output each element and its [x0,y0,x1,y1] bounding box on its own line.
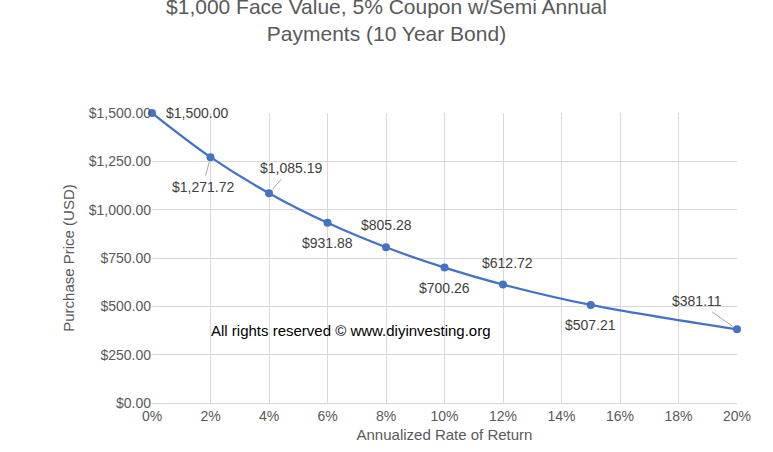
svg-text:18%: 18% [664,408,692,424]
svg-text:4%: 4% [259,408,279,424]
svg-text:$500.00: $500.00 [100,298,151,314]
svg-text:2%: 2% [200,408,220,424]
svg-text:$931.88: $931.88 [302,235,353,251]
svg-text:$805.28: $805.28 [361,217,412,233]
svg-text:$250.00: $250.00 [100,347,151,363]
svg-text:$1,000.00: $1,000.00 [89,202,151,218]
svg-text:8%: 8% [376,408,396,424]
svg-text:12%: 12% [489,408,517,424]
svg-text:14%: 14% [547,408,575,424]
svg-text:Annualized Rate of Return: Annualized Rate of Return [357,426,533,443]
svg-text:16%: 16% [606,408,634,424]
svg-text:$0.00: $0.00 [116,395,151,411]
svg-text:$1,085.19: $1,085.19 [260,160,322,176]
svg-text:20%: 20% [723,408,751,424]
svg-text:All rights reserved © www.diyi: All rights reserved © www.diyinvesting.o… [211,322,491,339]
svg-text:$700.26: $700.26 [419,280,470,296]
svg-text:$1,250.00: $1,250.00 [89,153,151,169]
svg-text:$507.21: $507.21 [565,317,616,333]
svg-text:6%: 6% [317,408,337,424]
svg-text:10%: 10% [430,408,458,424]
svg-text:$1,000 Face Value, 5% Coupon w: $1,000 Face Value, 5% Coupon w/Semi Annu… [166,0,607,45]
svg-text:$381.11: $381.11 [672,293,722,309]
svg-text:$750.00: $750.00 [100,250,151,266]
svg-text:0%: 0% [142,408,162,424]
svg-text:$1,500.00: $1,500.00 [89,105,151,121]
svg-text:$1,271.72: $1,271.72 [172,179,234,195]
svg-text:$1,500.00: $1,500.00 [166,105,228,121]
svg-text:$612.72: $612.72 [482,255,533,271]
svg-text:Purchase Price (USD): Purchase Price (USD) [60,184,77,332]
